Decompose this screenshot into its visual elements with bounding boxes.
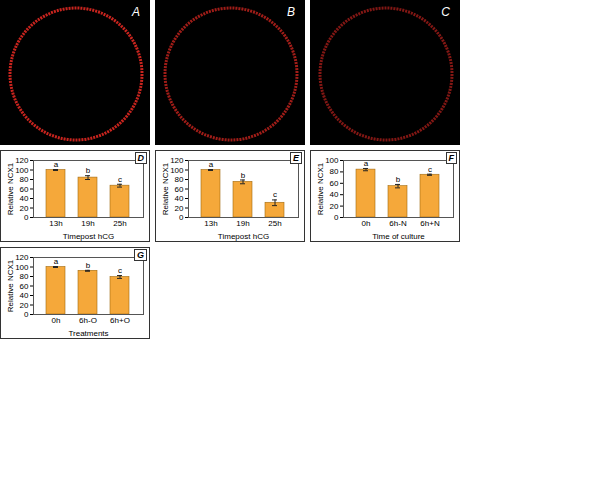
svg-text:120: 120 [15,253,29,262]
svg-text:80: 80 [175,175,184,184]
svg-text:100: 100 [15,263,29,272]
svg-text:20: 20 [20,204,29,213]
svg-text:20: 20 [20,301,29,310]
svg-text:a: a [54,160,59,169]
svg-text:80: 80 [20,175,29,184]
svg-text:b: b [86,261,91,270]
svg-text:6h+N: 6h+N [420,219,440,228]
svg-text:Timepost hCG: Timepost hCG [63,232,114,241]
html-text:E: E [293,153,299,163]
html-text:F: F [448,153,454,163]
svg-text:Treatments: Treatments [68,329,108,338]
svg-text:20: 20 [175,204,184,213]
svg-text:19h: 19h [236,219,249,228]
svg-text:40: 40 [330,190,339,199]
svg-text:Timepost hCG: Timepost hCG [218,232,269,241]
svg-text:40: 40 [20,194,29,203]
svg-text:b: b [396,175,401,184]
svg-text:a: a [209,160,214,169]
svg-text:0h: 0h [362,219,371,228]
svg-text:120: 120 [170,156,184,165]
svg-text:Relative NCX1: Relative NCX1 [6,259,15,312]
svg-text:b: b [241,171,246,180]
svg-text:A: A [131,5,140,19]
svg-text:120: 120 [15,156,29,165]
svg-text:20: 20 [330,202,339,211]
svg-text:c: c [428,165,432,174]
svg-text:a: a [364,159,369,168]
svg-text:13h: 13h [49,219,62,228]
svg-text:0: 0 [179,213,184,222]
svg-text:b: b [86,166,91,175]
svg-text:c: c [118,175,122,184]
svg-text:25h: 25h [268,219,281,228]
svg-text:19h: 19h [81,219,94,228]
svg-text:60: 60 [20,282,29,291]
svg-text:0: 0 [24,213,29,222]
svg-text:40: 40 [175,194,184,203]
svg-text:60: 60 [330,179,339,188]
svg-text:60: 60 [175,185,184,194]
svg-text:13h: 13h [204,219,217,228]
svg-text:60: 60 [20,185,29,194]
svg-text:25h: 25h [113,219,126,228]
svg-text:100: 100 [170,166,184,175]
svg-text:6h-N: 6h-N [389,219,407,228]
svg-text:C: C [441,5,450,19]
html-text:G: G [137,250,144,260]
svg-text:Relative NCX1: Relative NCX1 [161,162,170,215]
svg-text:c: c [118,266,122,275]
svg-text:0: 0 [24,310,29,319]
svg-text:100: 100 [15,166,29,175]
html-text:D: D [137,153,144,163]
svg-text:B: B [287,5,295,19]
svg-text:80: 80 [330,167,339,176]
svg-text:Relative NCX1: Relative NCX1 [316,162,325,215]
svg-text:6h-O: 6h-O [79,316,97,325]
svg-text:100: 100 [325,156,339,165]
svg-text:80: 80 [20,272,29,281]
svg-text:a: a [54,257,59,266]
svg-text:Time of culture: Time of culture [372,232,425,241]
svg-text:40: 40 [20,291,29,300]
svg-text:6h+O: 6h+O [110,316,130,325]
svg-text:0h: 0h [52,316,61,325]
svg-text:Relative NCX1: Relative NCX1 [6,162,15,215]
svg-text:0: 0 [334,213,339,222]
svg-text:c: c [273,190,277,199]
